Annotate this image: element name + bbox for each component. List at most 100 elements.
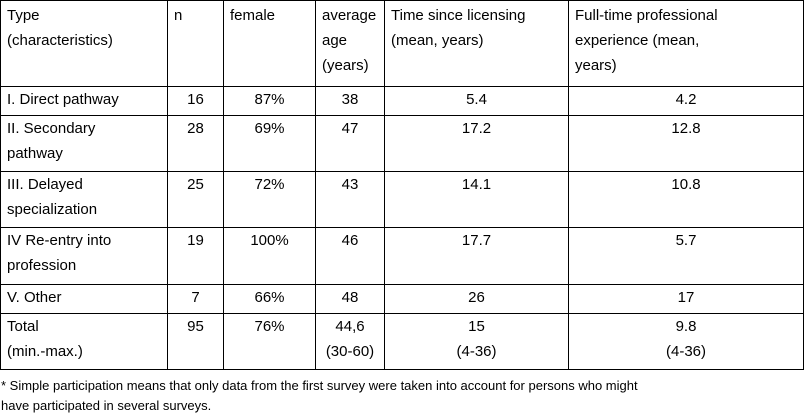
cell-text: 44,6: [335, 318, 365, 335]
cell-average-age: 38: [315, 86, 385, 116]
cell-text: 25: [187, 176, 204, 193]
cell-text: 19: [187, 232, 204, 249]
cell-text: 66%: [254, 289, 285, 306]
cell-type: V. Other: [0, 284, 168, 314]
cell-text: II. Secondary: [7, 120, 96, 137]
cell-text: 47: [341, 120, 359, 137]
cell-text: (min.-max.): [7, 343, 83, 360]
cell-text: 9.8: [675, 318, 697, 335]
cell-average-age: 48: [315, 284, 385, 314]
cell-text: 17: [677, 289, 695, 306]
cell-average-age: 47: [315, 115, 385, 172]
header-text: female: [230, 7, 276, 24]
cell-n: 28: [167, 115, 224, 172]
header-text: years): [575, 57, 617, 74]
cell-text: 5.7: [675, 232, 697, 249]
cell-average-age: 46: [315, 227, 385, 285]
cell-text: 14.1: [461, 176, 492, 193]
cell-female: 72%: [223, 171, 316, 228]
cell-text: V. Other: [7, 289, 62, 306]
cell-text: 72%: [254, 176, 285, 193]
cell-n: 7: [167, 284, 224, 314]
cell-time-since-licensing: 17.7: [384, 227, 569, 285]
cell-professional-experience: 4.2: [568, 86, 804, 116]
cell-female: 87%: [223, 86, 316, 116]
cell-text: III. Delayed: [7, 176, 83, 193]
cell-professional-experience: 10.8: [568, 171, 804, 228]
header-time-since-licensing: Time since licensing (mean, years): [384, 0, 569, 87]
cell-female: 100%: [223, 227, 316, 285]
cell-text: specialization: [7, 201, 98, 218]
cell-text: 87%: [254, 91, 285, 108]
table-row: I. Direct pathway 16 87% 38 5.4 4.2: [0, 86, 804, 116]
table-row: II. Secondary pathway 28 69% 47 17.2 12.…: [0, 115, 804, 172]
cell-average-age: 44,6 (30-60): [315, 313, 385, 370]
cell-n: 16: [167, 86, 224, 116]
cell-n: 19: [167, 227, 224, 285]
cell-text: 7: [191, 289, 200, 306]
table-row: IV Re-entry into profession 19 100% 46 1…: [0, 227, 804, 285]
header-text: experience (mean,: [575, 32, 700, 49]
header-average-age: average age (years): [315, 0, 385, 87]
cell-average-age: 43: [315, 171, 385, 228]
header-text: average: [322, 7, 377, 24]
cell-time-since-licensing: 17.2: [384, 115, 569, 172]
cell-n: 25: [167, 171, 224, 228]
cell-text: 95: [187, 318, 204, 335]
cell-text: 5.4: [466, 91, 487, 108]
cell-text: (4-36): [665, 343, 706, 360]
cell-text: 43: [341, 176, 359, 193]
cell-type: Total (min.-max.): [0, 313, 168, 370]
cell-professional-experience: 17: [568, 284, 804, 314]
cell-professional-experience: 5.7: [568, 227, 804, 285]
cell-professional-experience: 12.8: [568, 115, 804, 172]
header-text: Full-time professional: [575, 7, 718, 24]
cell-text: 15: [468, 318, 485, 335]
data-table-container: Type (characteristics) n female average …: [0, 0, 804, 370]
cell-text: (30-60): [325, 343, 375, 360]
cell-type: I. Direct pathway: [0, 86, 168, 116]
cell-time-since-licensing: 26: [384, 284, 569, 314]
cell-text: 4.2: [675, 91, 697, 108]
cell-text: 38: [341, 91, 359, 108]
cell-type: IV Re-entry into profession: [0, 227, 168, 285]
participants-table: Type (characteristics) n female average …: [0, 0, 804, 370]
cell-female: 76%: [223, 313, 316, 370]
table-footnote: * Simple participation means that only d…: [1, 376, 801, 416]
cell-text: 100%: [250, 232, 289, 249]
footnote-text: * Simple participation means that only d…: [1, 378, 638, 393]
header-female: female: [223, 0, 316, 87]
cell-female: 69%: [223, 115, 316, 172]
cell-type: III. Delayed specialization: [0, 171, 168, 228]
cell-time-since-licensing: 15 (4-36): [384, 313, 569, 370]
header-text: n: [174, 7, 183, 24]
cell-text: 76%: [254, 318, 285, 335]
header-n: n: [167, 0, 224, 87]
cell-female: 66%: [223, 284, 316, 314]
header-professional-experience: Full-time professional experience (mean,…: [568, 0, 804, 87]
header-text: (characteristics): [7, 32, 113, 49]
cell-text: 48: [341, 289, 359, 306]
header-text: Type: [7, 7, 40, 24]
cell-n: 95: [167, 313, 224, 370]
cell-time-since-licensing: 14.1: [384, 171, 569, 228]
cell-text: 17.2: [461, 120, 492, 137]
header-type: Type (characteristics): [0, 0, 168, 87]
cell-text: IV Re-entry into: [7, 232, 112, 249]
cell-text: pathway: [7, 145, 63, 162]
cell-text: 17.7: [461, 232, 492, 249]
cell-time-since-licensing: 5.4: [384, 86, 569, 116]
footnote-text: have participated in several surveys.: [1, 398, 212, 413]
cell-type: II. Secondary pathway: [0, 115, 168, 172]
cell-text: 10.8: [671, 176, 701, 193]
header-text: (mean, years): [391, 32, 484, 49]
cell-text: profession: [7, 257, 77, 274]
header-text: (years): [322, 57, 369, 74]
cell-text: 28: [187, 120, 204, 137]
header-text: Time since licensing: [391, 7, 526, 24]
cell-text: 12.8: [671, 120, 701, 137]
cell-text: Total: [7, 318, 39, 335]
table-row-total: Total (min.-max.) 95 76% 44,6 (30-60) 15…: [0, 313, 804, 370]
cell-text: (4-36): [456, 343, 497, 360]
cell-text: I. Direct pathway: [7, 91, 119, 108]
